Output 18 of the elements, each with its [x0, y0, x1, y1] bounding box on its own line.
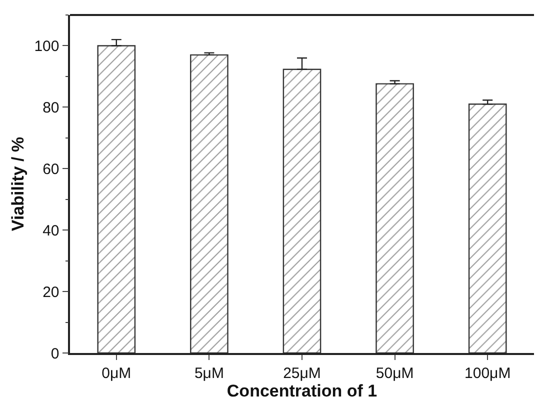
- x-tick-label: 5μM: [194, 364, 224, 382]
- bar: [376, 83, 414, 353]
- bar: [468, 104, 507, 353]
- bar: [97, 45, 136, 353]
- bar: [190, 54, 228, 353]
- x-tick-label: 100μM: [464, 364, 511, 382]
- y-tick-label: 20: [42, 284, 60, 301]
- y-tick-label: 60: [42, 160, 60, 178]
- y-axis-title: Viability / %: [8, 136, 28, 232]
- x-tick-label: 0μM: [102, 364, 132, 382]
- x-tick-label: 25μM: [283, 364, 321, 382]
- y-tick-label: 40: [42, 222, 60, 240]
- y-tick-label: 100: [34, 38, 60, 55]
- y-tick-label: 80: [42, 99, 60, 116]
- x-axis-title: Concentration of 1: [226, 382, 378, 401]
- x-tick-label: 50μM: [376, 364, 414, 382]
- bar: [282, 68, 322, 353]
- y-tick-label: 0: [50, 345, 60, 362]
